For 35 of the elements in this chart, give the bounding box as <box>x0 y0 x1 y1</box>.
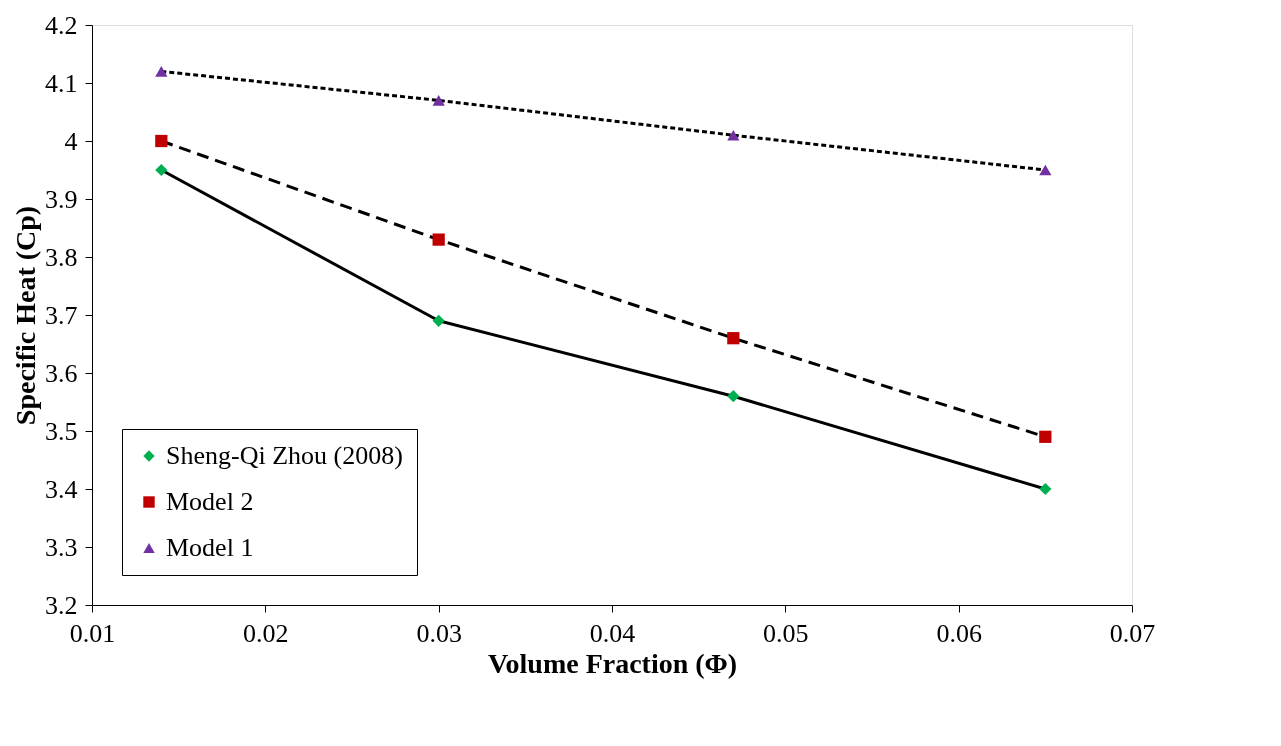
y-axis-title: Specific Heat (Cp) <box>10 205 41 426</box>
legend-label: Sheng-Qi Zhou (2008) <box>166 441 403 470</box>
point <box>727 332 740 345</box>
y-tick-label: 3.3 <box>45 532 78 562</box>
x-tick-label: 0.07 <box>1109 618 1156 648</box>
point <box>432 233 445 246</box>
y-tick-label: 3.4 <box>45 474 78 504</box>
y-tick-label: 3.2 <box>45 590 78 620</box>
x-tick-label: 0.01 <box>69 618 116 648</box>
point <box>155 163 168 177</box>
point <box>432 95 445 106</box>
y-tick-label: 3.8 <box>45 242 78 272</box>
point <box>1039 164 1052 176</box>
x-tick-label: 0.04 <box>589 618 636 648</box>
y-tick-label: 4.2 <box>45 10 78 40</box>
point <box>155 66 168 77</box>
point <box>727 390 740 403</box>
x-tick-label: 0.05 <box>763 618 809 648</box>
point <box>727 129 740 141</box>
y-tick-label: 4.1 <box>45 68 78 98</box>
legend-label: Model 2 <box>166 487 254 516</box>
legend-label: Model 1 <box>166 533 254 562</box>
point <box>432 314 445 327</box>
point <box>155 134 168 148</box>
y-tick-label: 3.9 <box>45 184 78 214</box>
x-tick-label: 0.02 <box>243 618 289 648</box>
y-tick-label: 3.7 <box>45 300 78 330</box>
y-tick-label: 3.5 <box>45 416 78 446</box>
point <box>1039 482 1052 496</box>
y-tick-label: 4 <box>64 126 78 156</box>
x-tick-label: 0.06 <box>936 618 982 648</box>
point <box>1039 430 1052 443</box>
x-tick-label: 0.03 <box>416 618 462 648</box>
x-axis-title: Volume Fraction (Φ) <box>487 647 738 679</box>
y-tick-label: 3.6 <box>45 358 78 388</box>
